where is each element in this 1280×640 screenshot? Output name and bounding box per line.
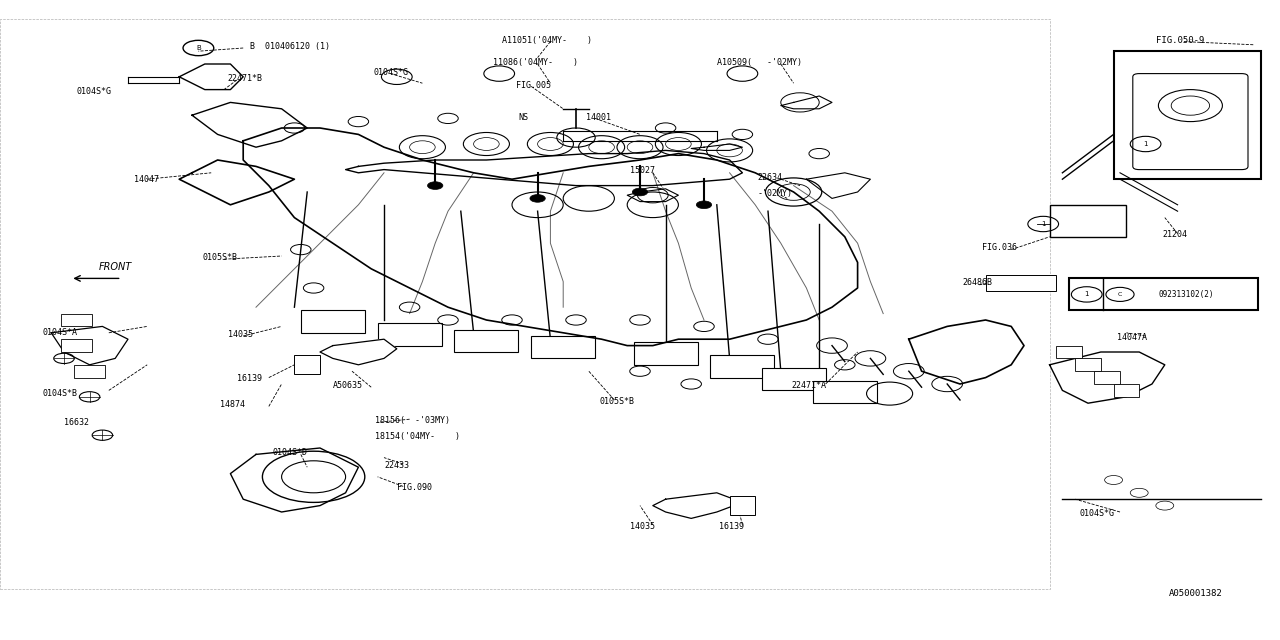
Text: NS: NS <box>518 113 529 122</box>
FancyBboxPatch shape <box>813 381 877 403</box>
FancyBboxPatch shape <box>634 342 698 365</box>
Polygon shape <box>230 448 358 512</box>
FancyBboxPatch shape <box>378 323 442 346</box>
Text: 16139: 16139 <box>237 374 262 383</box>
Text: 0104S*G: 0104S*G <box>1079 509 1114 518</box>
FancyBboxPatch shape <box>710 355 774 378</box>
Text: 0104S*A: 0104S*A <box>42 328 77 337</box>
Text: 22634: 22634 <box>758 173 783 182</box>
Text: B  010406120 (1): B 010406120 (1) <box>250 42 330 51</box>
FancyBboxPatch shape <box>454 330 518 352</box>
Text: 14035: 14035 <box>630 522 655 531</box>
Text: 18154('04MY-    ): 18154('04MY- ) <box>375 432 460 441</box>
FancyBboxPatch shape <box>301 310 365 333</box>
FancyBboxPatch shape <box>1114 384 1139 397</box>
Text: A50635: A50635 <box>333 381 362 390</box>
Text: 16632: 16632 <box>64 418 90 427</box>
Polygon shape <box>179 64 243 90</box>
Text: C: C <box>1117 292 1123 297</box>
Text: 0104S*B: 0104S*B <box>42 389 77 398</box>
Text: 0104S*G: 0104S*G <box>374 68 408 77</box>
Text: 14047A: 14047A <box>1117 333 1147 342</box>
Text: 1: 1 <box>1143 141 1148 147</box>
Text: A10509(   -'02MY): A10509( -'02MY) <box>717 58 801 67</box>
FancyBboxPatch shape <box>61 339 92 352</box>
FancyBboxPatch shape <box>986 275 1056 291</box>
Circle shape <box>632 188 648 196</box>
FancyBboxPatch shape <box>1069 278 1258 310</box>
Text: 18156(  -'03MY): 18156( -'03MY) <box>375 416 451 425</box>
Polygon shape <box>653 493 742 518</box>
Text: 26486B: 26486B <box>963 278 992 287</box>
Text: 14047: 14047 <box>134 175 160 184</box>
Text: B: B <box>196 45 201 51</box>
FancyBboxPatch shape <box>762 368 826 390</box>
Text: A050001382: A050001382 <box>1169 589 1222 598</box>
Text: 21204: 21204 <box>1162 230 1188 239</box>
Polygon shape <box>192 102 307 147</box>
Polygon shape <box>320 339 397 365</box>
Polygon shape <box>806 173 870 198</box>
Text: FIG.050-9: FIG.050-9 <box>1156 36 1204 45</box>
Text: 0105S*B: 0105S*B <box>202 253 237 262</box>
Text: 11086('04MY-    ): 11086('04MY- ) <box>493 58 577 67</box>
FancyBboxPatch shape <box>1075 358 1101 371</box>
FancyBboxPatch shape <box>531 336 595 358</box>
Text: FIG.005: FIG.005 <box>516 81 550 90</box>
Text: 15027: 15027 <box>630 166 655 175</box>
Text: 1: 1 <box>1084 291 1089 298</box>
FancyBboxPatch shape <box>1094 371 1120 384</box>
Polygon shape <box>909 320 1024 384</box>
FancyBboxPatch shape <box>61 314 92 326</box>
Text: 092313102(2): 092313102(2) <box>1158 290 1213 299</box>
Text: FIG.090: FIG.090 <box>397 483 431 492</box>
Text: 22471*B: 22471*B <box>228 74 262 83</box>
Text: 14874: 14874 <box>220 400 246 409</box>
Text: -'02MY): -'02MY) <box>758 189 792 198</box>
FancyBboxPatch shape <box>1133 74 1248 170</box>
Text: 1: 1 <box>1041 221 1046 227</box>
Text: 22433: 22433 <box>384 461 410 470</box>
Text: 0104S*D: 0104S*D <box>273 448 307 457</box>
Circle shape <box>530 195 545 202</box>
Polygon shape <box>781 96 832 109</box>
Text: A11051('04MY-    ): A11051('04MY- ) <box>502 36 591 45</box>
Text: FIG.036: FIG.036 <box>982 243 1016 252</box>
Circle shape <box>696 201 712 209</box>
FancyBboxPatch shape <box>74 365 105 378</box>
FancyBboxPatch shape <box>1056 346 1082 358</box>
FancyBboxPatch shape <box>1050 205 1126 237</box>
Polygon shape <box>627 189 678 202</box>
Text: 14001: 14001 <box>586 113 612 122</box>
Text: 0105S*B: 0105S*B <box>599 397 634 406</box>
Text: FRONT: FRONT <box>99 262 132 272</box>
Polygon shape <box>51 326 128 365</box>
Text: 14035: 14035 <box>228 330 253 339</box>
Text: 22471*A: 22471*A <box>791 381 826 390</box>
FancyBboxPatch shape <box>294 355 320 374</box>
FancyBboxPatch shape <box>1114 51 1261 179</box>
Text: 0104S*G: 0104S*G <box>77 87 111 96</box>
FancyBboxPatch shape <box>730 496 755 515</box>
Polygon shape <box>1050 352 1165 403</box>
Circle shape <box>428 182 443 189</box>
Text: 16139: 16139 <box>719 522 745 531</box>
